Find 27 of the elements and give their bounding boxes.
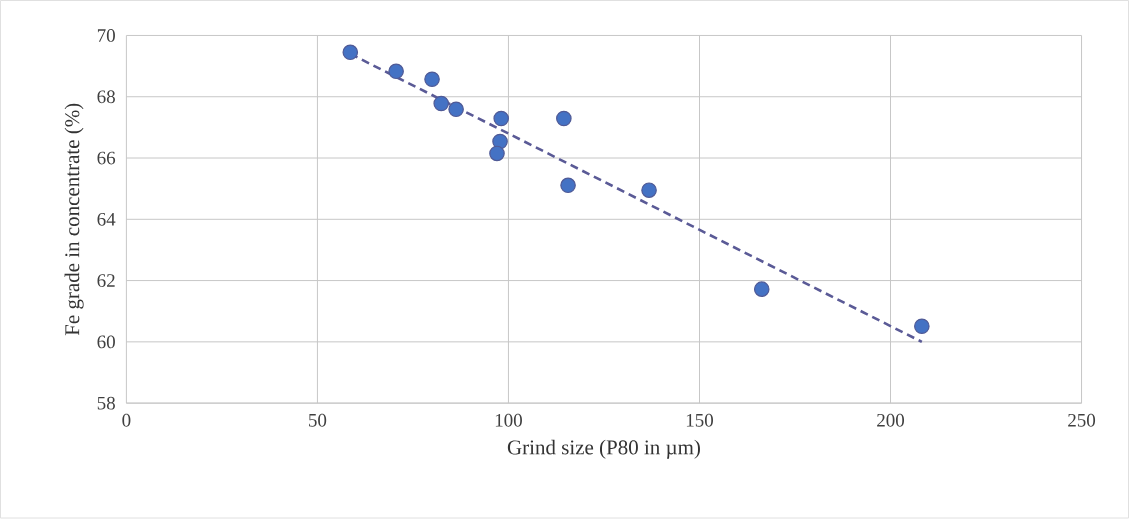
x-tick-label: 0 [122,414,131,427]
y-axis-title: Fe grade in concentrate (%) [64,103,84,336]
y-tick-label: 68 [97,90,115,104]
point [388,63,404,80]
point [914,318,930,335]
x-tick-label: 200 [877,414,905,427]
point [342,44,359,61]
point [433,95,450,112]
point [493,110,509,127]
x-axis-title: Grind size (P80 in µm) [507,439,700,459]
point [424,71,440,88]
y-tick-label: 64 [97,213,116,226]
y-tick-label: 60 [97,335,115,349]
x-tick-label: 250 [1068,414,1096,427]
x-tick-label: 50 [309,414,327,427]
point [556,110,572,127]
y-tick-label: 62 [97,274,115,288]
y-tick-label: 66 [97,151,116,165]
point [641,182,657,199]
point [560,177,576,194]
y-tick-label: 70 [97,29,115,43]
x-tick-label: 150 [686,414,713,427]
y-tick-label: 58 [97,396,115,410]
point [448,101,464,118]
point [489,145,505,162]
x-tick-label: 100 [495,414,522,427]
point [753,281,770,298]
